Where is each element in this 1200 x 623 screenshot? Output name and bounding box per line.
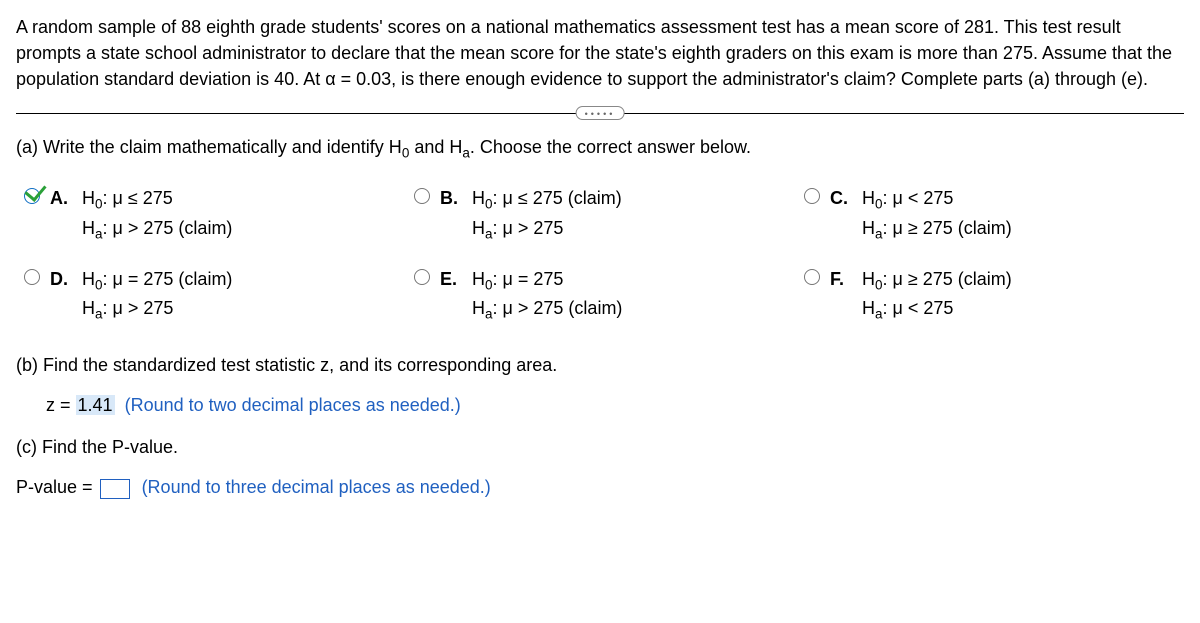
option-body: H0: μ ≤ 275 Ha: μ > 275 (claim) <box>82 185 232 243</box>
option-d[interactable]: D. H0: μ = 275 (claim) Ha: μ > 275 <box>24 266 404 324</box>
radio-b[interactable] <box>414 188 430 204</box>
p-hint: (Round to three decimal places as needed… <box>142 477 491 497</box>
radio-c[interactable] <box>804 188 820 204</box>
problem-statement: A random sample of 88 eighth grade stude… <box>16 14 1184 92</box>
z-value[interactable]: 1.41 <box>76 395 115 415</box>
option-body: H0: μ = 275 Ha: μ > 275 (claim) <box>472 266 622 324</box>
option-letter: F. <box>830 266 852 292</box>
radio-f[interactable] <box>804 269 820 285</box>
part-b-prompt: (b) Find the standardized test statistic… <box>16 352 1184 378</box>
options-grid: A. H0: μ ≤ 275 Ha: μ > 275 (claim) B. H0… <box>16 185 1184 324</box>
option-letter: D. <box>50 266 72 292</box>
part-c-prompt: (c) Find the P-value. <box>16 434 1184 460</box>
p-value-input[interactable] <box>100 479 130 499</box>
option-e[interactable]: E. H0: μ = 275 Ha: μ > 275 (claim) <box>414 266 794 324</box>
option-c[interactable]: C. H0: μ < 275 Ha: μ ≥ 275 (claim) <box>804 185 1184 243</box>
part-a-prompt: (a) Write the claim mathematically and i… <box>16 134 1184 163</box>
option-body: H0: μ ≥ 275 (claim) Ha: μ < 275 <box>862 266 1012 324</box>
option-f[interactable]: F. H0: μ ≥ 275 (claim) Ha: μ < 275 <box>804 266 1184 324</box>
option-b[interactable]: B. H0: μ ≤ 275 (claim) Ha: μ > 275 <box>414 185 794 243</box>
radio-a[interactable] <box>24 188 40 204</box>
z-label: z = <box>46 395 76 415</box>
option-letter: C. <box>830 185 852 211</box>
option-a[interactable]: A. H0: μ ≤ 275 Ha: μ > 275 (claim) <box>24 185 404 243</box>
z-answer-line: z = 1.41 (Round to two decimal places as… <box>16 392 1184 418</box>
p-label: P-value = <box>16 477 98 497</box>
expand-dots[interactable]: ••••• <box>576 106 625 120</box>
radio-e[interactable] <box>414 269 430 285</box>
option-body: H0: μ < 275 Ha: μ ≥ 275 (claim) <box>862 185 1012 243</box>
z-hint: (Round to two decimal places as needed.) <box>125 395 461 415</box>
option-body: H0: μ ≤ 275 (claim) Ha: μ > 275 <box>472 185 622 243</box>
radio-d[interactable] <box>24 269 40 285</box>
option-letter: E. <box>440 266 462 292</box>
option-body: H0: μ = 275 (claim) Ha: μ > 275 <box>82 266 232 324</box>
option-letter: A. <box>50 185 72 211</box>
section-divider: ••••• <box>16 106 1184 120</box>
p-answer-line: P-value = (Round to three decimal places… <box>16 474 1184 500</box>
option-letter: B. <box>440 185 462 211</box>
